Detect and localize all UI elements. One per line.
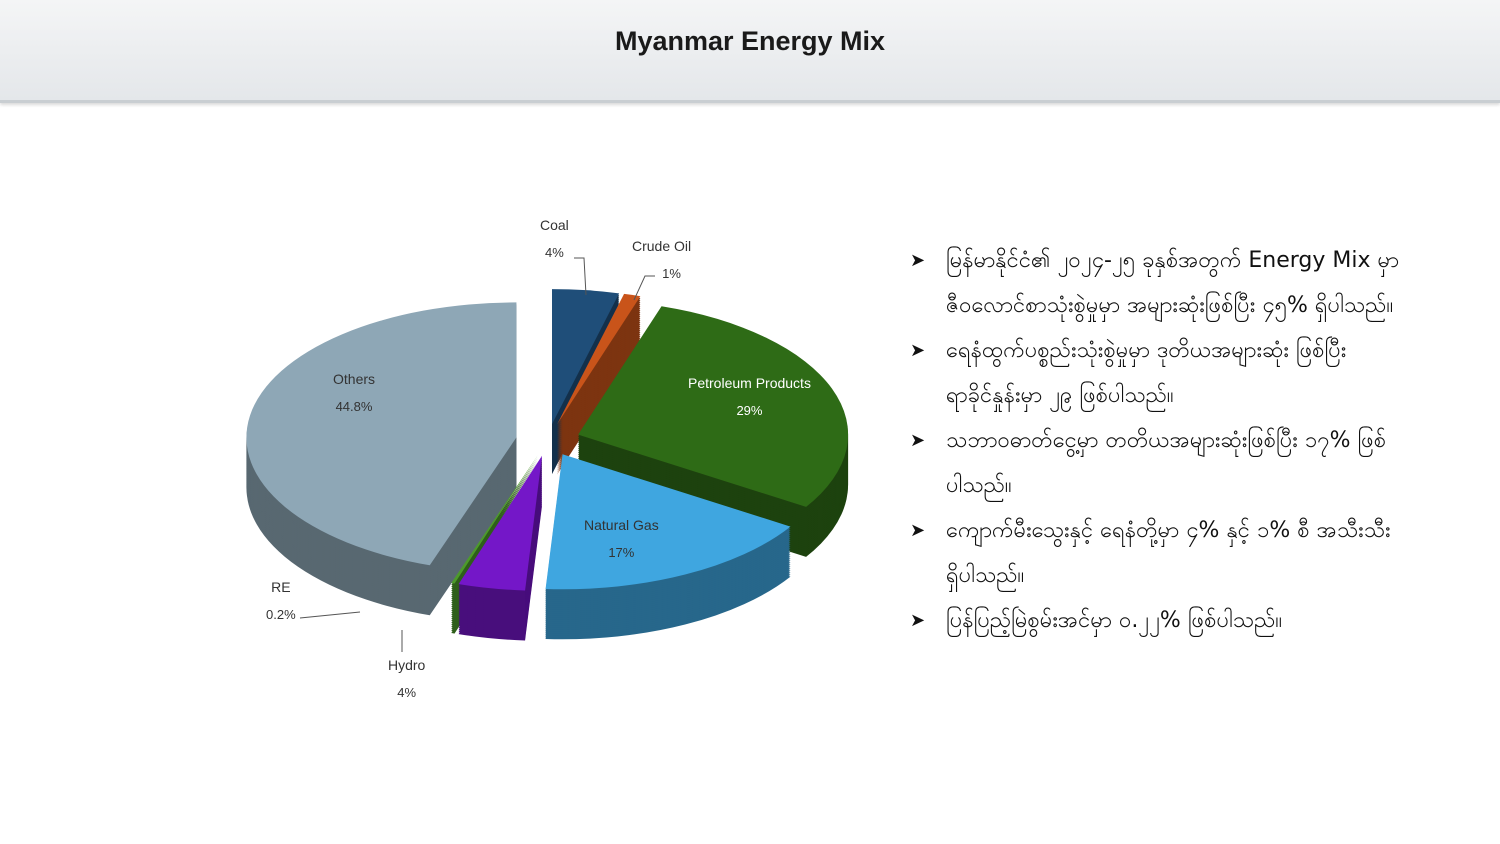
label-coal: Coal 4% [540,212,569,266]
slice-side [556,329,641,461]
slice-side [556,307,641,439]
label-re: RE 0.2% [266,574,296,628]
bullet-item: ➤ ရေနံထွက်ပစ္စည်းသုံးစွဲမှုမှာ ဒုတိယအများ… [910,328,1410,418]
slice-crude-oil [556,293,641,475]
label-others: Others 44.8% [333,366,375,420]
slice-side [556,309,641,441]
slice-side [556,295,641,427]
slice-side [556,333,641,465]
bullet-text: မြန်မာနိုင်ငံ၏ ၂၀၂၄-၂၅ ခုနှစ်အတွက် Energ… [946,248,1400,318]
bullet-text: ရေနံထွက်ပစ္စည်းသုံးစွဲမှုမှာ ဒုတိယအများဆ… [946,338,1347,408]
slice-natural-gas [545,454,791,640]
slice-side [556,305,641,437]
page-title: Myanmar Energy Mix [614,26,886,56]
slice-value: 0.2% [266,607,296,622]
slice-side [556,313,641,445]
bullet-item: ➤ ပြန်ပြည့်မြဲစွမ်းအင်မှာ ၀.၂၂% ဖြစ်ပါသည်… [910,598,1410,643]
slice-value: 44.8% [335,399,373,414]
slice-name: Petroleum Products [688,375,811,391]
slice-side [556,325,641,457]
slice-top [552,289,620,425]
slice-name: Others [333,371,376,387]
leader-line [574,257,587,296]
label-natural-gas: Natural Gas 17% [584,512,659,566]
leader-line [633,275,655,301]
arrowhead-bullet-icon: ➤ [910,520,926,541]
slice-name: RE [271,579,291,595]
slice-top [451,455,538,584]
label-hydro: Hydro 4% [388,652,425,706]
label-crude-oil: Crude Oil 1% [632,233,691,287]
arrowhead-bullet-icon: ➤ [910,610,926,631]
slice-side [556,303,641,435]
slice-side [556,311,641,443]
slice-top [246,302,517,566]
slice-side [556,335,641,467]
slice-side [556,317,641,449]
slice-side [556,331,641,463]
slice-value: 4% [397,685,417,700]
leader-line [299,611,361,619]
slice-others [246,302,517,616]
slice-petroleum-products [578,306,849,557]
slice-side [556,299,641,431]
label-petroleum: Petroleum Products 29% [688,370,811,424]
slice-side [556,319,641,451]
arrowhead-bullet-icon: ➤ [910,250,926,271]
slice-name: Crude Oil [632,238,692,254]
bullet-text: ပြန်ပြည့်မြဲစွမ်းအင်မှာ ၀.၂၂% ဖြစ်ပါသည်။ [946,608,1283,633]
slice-name: Hydro [388,657,426,673]
slice-value: 29% [736,403,763,418]
bullet-list: ➤ မြန်မာနိုင်ငံ၏ ၂၀၂၄-၂၅ ခုနှစ်အတွက် Ener… [910,238,1410,643]
slice-top [578,306,849,507]
slice-value: 17% [608,545,635,560]
slice-side [556,327,641,459]
slice-side [556,321,641,453]
bullet-text: သဘာဝဓာတ်ငွေ့မှာ တတိယအများဆုံးဖြစ်ပြီး ၁၇… [946,428,1387,498]
bullet-text: ကျောက်မီးသွေးနှင့် ရေနံတို့မှာ ၄% နှင့် … [946,518,1391,588]
slice-value: 4% [545,245,564,260]
slice-value: 1% [662,266,681,281]
bullet-item: ➤ ကျောက်မီးသွေးနှင့် ရေနံတို့မှာ ၄% နှင့်… [910,508,1410,598]
slice-name: Coal [540,217,569,233]
slice-top [458,455,543,591]
slice-side [556,315,641,447]
bullet-item: ➤ မြန်မာနိုင်ငံ၏ ၂၀၂၄-၂၅ ခုနှစ်အတွက် Ener… [910,238,1410,328]
slice-side [556,297,641,429]
slice-side [556,323,641,455]
slice-hydro [458,455,543,641]
slice-top [545,454,791,590]
arrowhead-bullet-icon: ➤ [910,340,926,361]
header-bar: Myanmar Energy Mix [0,0,1500,103]
slice-name: Natural Gas [584,517,659,533]
arrowhead-bullet-icon: ➤ [910,430,926,451]
slice-top [556,293,641,425]
bullet-item: ➤ သဘာဝဓာတ်ငွေ့မှာ တတိယအများဆုံးဖြစ်ပြီး ၁… [910,418,1410,508]
slice-side [556,301,641,433]
